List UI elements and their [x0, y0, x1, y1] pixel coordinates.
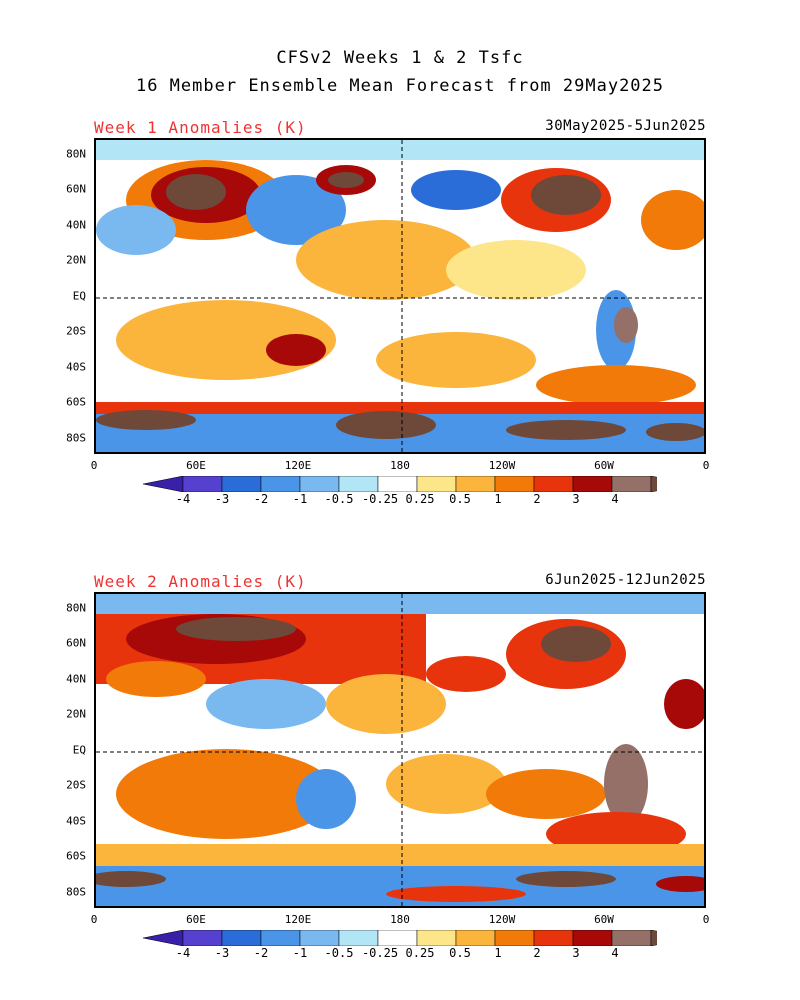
lon-label: 120W: [488, 913, 516, 926]
lat-label: 60N: [66, 636, 86, 650]
colorbar-label: -2: [253, 492, 269, 506]
colorbar-label: -0.25: [361, 492, 399, 506]
lat-label: 80S: [66, 431, 86, 445]
colorbar-swatch: [494, 476, 535, 492]
lat-label: EQ: [72, 289, 86, 303]
week1-dates: 30May2025-5Jun2025: [545, 118, 706, 134]
colorbar-swatch: [611, 930, 652, 946]
week1-anomaly-field: [96, 140, 704, 452]
lat-label: 80N: [66, 601, 86, 615]
colorbar-label: -0.5: [324, 492, 354, 506]
colorbar-max-arrow: [650, 930, 657, 946]
colorbar-label: 1: [494, 492, 502, 506]
figure-title-line1: CFSv2 Weeks 1 & 2 Tsfc: [276, 48, 524, 68]
lon-label: 0: [90, 459, 98, 472]
colorbar-swatch: [260, 476, 301, 492]
week2-panel: Week 2 Anomalies (K) 6Jun2025-12Jun2025: [0, 570, 800, 990]
colorbar-label: 3: [572, 492, 580, 506]
week1-map: [94, 138, 706, 454]
colorbar-label: 0.25: [405, 946, 435, 960]
lat-label: 40S: [66, 814, 86, 828]
lon-label: 120E: [284, 913, 312, 926]
colorbar-label: -3: [214, 492, 230, 506]
colorbar-label: -1: [292, 492, 308, 506]
colorbar-swatch: [533, 930, 574, 946]
lon-label: 180: [390, 459, 410, 472]
lon-label: 120E: [284, 459, 312, 472]
colorbar-swatch: [338, 476, 379, 492]
colorbar-swatch: [221, 476, 262, 492]
colorbar-max-arrow: [650, 476, 657, 492]
lat-label: 40N: [66, 218, 86, 232]
week2-map: [94, 592, 706, 908]
colorbar-label: 1: [494, 946, 502, 960]
colorbar-swatch: [377, 476, 418, 492]
colorbar-label: 2: [533, 946, 541, 960]
colorbar: [143, 930, 657, 946]
colorbar-swatch: [338, 930, 379, 946]
colorbar: [143, 476, 657, 492]
lon-label: 60W: [594, 913, 614, 926]
colorbar-swatch: [299, 476, 340, 492]
colorbar-label: 4: [611, 946, 619, 960]
lat-label: 40N: [66, 672, 86, 686]
week2-dates: 6Jun2025-12Jun2025: [545, 572, 706, 588]
lat-label: 20S: [66, 324, 86, 338]
lat-label: 20S: [66, 778, 86, 792]
colorbar-min-arrow: [143, 476, 184, 492]
week1-panel: Week 1 Anomalies (K) 30May2025-5Jun2025: [0, 116, 800, 536]
lon-label: 60E: [186, 459, 206, 472]
colorbar-label: -0.5: [324, 946, 354, 960]
week2-anomaly-field: [96, 594, 704, 906]
colorbar-swatch: [611, 476, 652, 492]
lat-label: 20N: [66, 253, 86, 267]
lat-label: 80N: [66, 147, 86, 161]
colorbar-swatch: [416, 930, 457, 946]
colorbar-label: 2: [533, 492, 541, 506]
lon-label: 0: [90, 913, 98, 926]
colorbar-label: 0.25: [405, 492, 435, 506]
week1-label: Week 1 Anomalies (K): [94, 118, 307, 137]
lon-label: 60E: [186, 913, 206, 926]
colorbar-label: -4: [175, 946, 191, 960]
colorbar-label: 0.5: [449, 946, 471, 960]
colorbar-label: -2: [253, 946, 269, 960]
colorbar-swatch: [572, 476, 613, 492]
lon-label: 60W: [594, 459, 614, 472]
lon-label: 180: [390, 913, 410, 926]
lat-label: 20N: [66, 707, 86, 721]
colorbar-min-arrow: [143, 930, 184, 946]
lat-label: 60S: [66, 849, 86, 863]
colorbar-label: -1: [292, 946, 308, 960]
colorbar-label: 3: [572, 946, 580, 960]
colorbar-swatch: [299, 930, 340, 946]
figure-title-line2: 16 Member Ensemble Mean Forecast from 29…: [135, 76, 665, 96]
colorbar-swatch: [377, 930, 418, 946]
colorbar-label: -3: [214, 946, 230, 960]
lat-label: 60S: [66, 395, 86, 409]
lat-label: 40S: [66, 360, 86, 374]
colorbar-swatch: [533, 476, 574, 492]
colorbar-swatch: [182, 930, 223, 946]
lon-label: 0: [702, 459, 710, 472]
colorbar-label: 4: [611, 492, 619, 506]
colorbar-swatch: [455, 930, 496, 946]
week2-label: Week 2 Anomalies (K): [94, 572, 307, 591]
colorbar-swatch: [416, 476, 457, 492]
colorbar-swatch: [572, 930, 613, 946]
colorbar-label: -4: [175, 492, 191, 506]
colorbar-label: 0.5: [449, 492, 471, 506]
lon-label: 120W: [488, 459, 516, 472]
colorbar-swatch: [494, 930, 535, 946]
lat-label: EQ: [72, 743, 86, 757]
lat-label: 80S: [66, 885, 86, 899]
colorbar-swatch: [455, 476, 496, 492]
lon-label: 0: [702, 913, 710, 926]
colorbar-label: -0.25: [361, 946, 399, 960]
colorbar-swatch: [260, 930, 301, 946]
colorbar-swatch: [182, 476, 223, 492]
lat-label: 60N: [66, 182, 86, 196]
colorbar-swatch: [221, 930, 262, 946]
